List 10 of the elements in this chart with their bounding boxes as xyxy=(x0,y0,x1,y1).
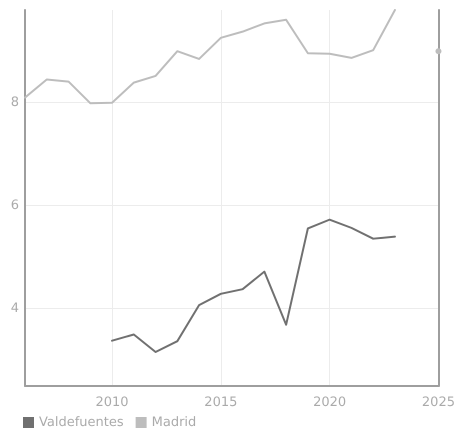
legend-label: Madrid xyxy=(152,415,196,430)
x-tick-label: 2010 xyxy=(95,395,129,410)
x-tick-label: 2015 xyxy=(204,395,238,410)
y-tick-label: 6 xyxy=(10,198,19,214)
y-tick-label: 4 xyxy=(10,301,19,316)
x-tick-label: 2020 xyxy=(313,395,346,410)
x-tick-label: 2025 xyxy=(422,395,456,410)
line-series xyxy=(111,218,396,354)
legend-label: Valdefuentes xyxy=(39,415,124,430)
y-tick-label: 8 xyxy=(10,95,19,110)
